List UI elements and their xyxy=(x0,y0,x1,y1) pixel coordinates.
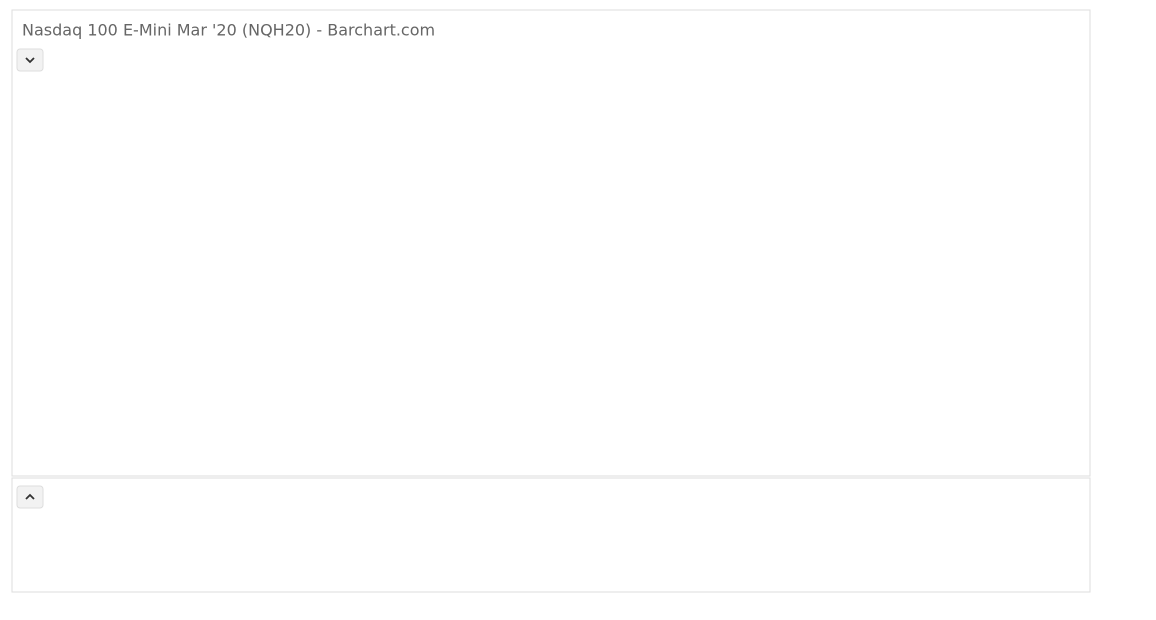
chart-title: Nasdaq 100 E-Mini Mar '20 (NQH20) - Barc… xyxy=(22,21,435,40)
volume-panel xyxy=(11,477,1091,593)
collapse-button[interactable] xyxy=(16,48,44,72)
price-panel xyxy=(11,9,1091,477)
expand-button[interactable] xyxy=(16,485,44,509)
